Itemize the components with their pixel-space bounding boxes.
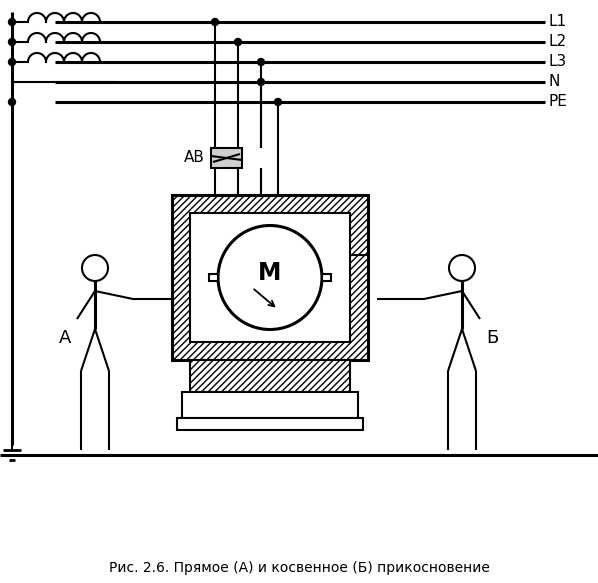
Bar (190, 360, 350, 392)
Circle shape (218, 226, 322, 329)
Circle shape (258, 58, 264, 65)
Bar (172, 195, 368, 360)
Bar (211, 148, 242, 168)
Circle shape (8, 99, 16, 106)
Text: Б: Б (486, 329, 498, 347)
Circle shape (212, 19, 218, 26)
Bar (177, 418, 363, 430)
Circle shape (258, 79, 264, 86)
Bar (182, 392, 358, 418)
Text: L3: L3 (549, 54, 568, 69)
Text: PE: PE (549, 94, 568, 110)
Text: АВ: АВ (184, 150, 205, 166)
Text: L1: L1 (549, 15, 567, 30)
Bar (190, 213, 350, 342)
Circle shape (82, 255, 108, 281)
Circle shape (274, 99, 282, 106)
Circle shape (8, 38, 16, 45)
Bar (209, 274, 218, 281)
Text: Рис. 2.6. Прямое (А) и косвенное (Б) прикосновение: Рис. 2.6. Прямое (А) и косвенное (Б) при… (109, 561, 489, 575)
Circle shape (449, 255, 475, 281)
Text: N: N (549, 75, 560, 90)
Circle shape (234, 38, 242, 45)
Text: А: А (59, 329, 71, 347)
Text: М: М (258, 262, 282, 286)
Circle shape (8, 19, 16, 26)
Circle shape (8, 58, 16, 65)
Bar (322, 274, 331, 281)
Text: L2: L2 (549, 34, 567, 50)
